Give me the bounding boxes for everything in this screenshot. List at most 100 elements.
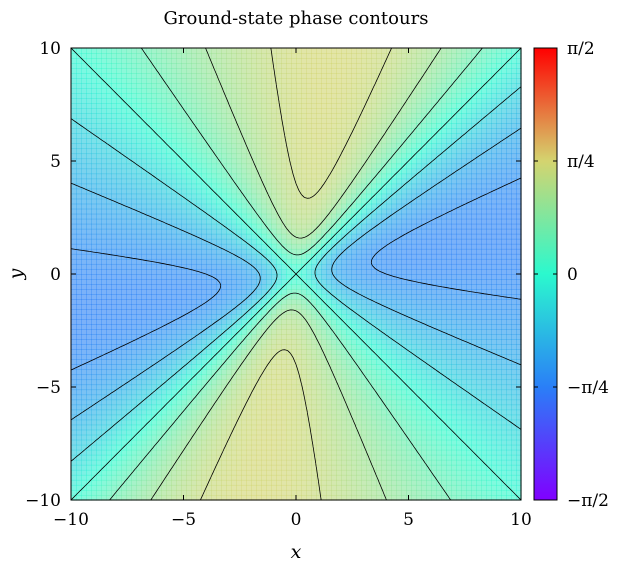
- heatmap-cell: [181, 228, 187, 235]
- heatmap-cell: [116, 263, 122, 270]
- heatmap-cell: [76, 374, 82, 381]
- heatmap-cell: [301, 404, 307, 411]
- heatmap-cell: [226, 399, 232, 406]
- heatmap-cell: [226, 128, 232, 134]
- heatmap-cell: [251, 253, 257, 260]
- heatmap-cell: [126, 163, 132, 170]
- heatmap-cell: [91, 369, 97, 376]
- heatmap-cell: [276, 233, 282, 240]
- heatmap-cell: [276, 103, 282, 109]
- heatmap-cell: [181, 133, 187, 139]
- heatmap-cell: [276, 329, 282, 335]
- heatmap-cell: [81, 128, 87, 134]
- heatmap-cell: [241, 208, 247, 215]
- heatmap-cell: [116, 294, 122, 300]
- heatmap-cell: [166, 68, 172, 74]
- heatmap-cell: [301, 203, 307, 210]
- heatmap-cell: [76, 113, 82, 119]
- heatmap-cell: [241, 369, 247, 376]
- heatmap-cell: [176, 384, 182, 391]
- heatmap-cell: [231, 349, 237, 355]
- heatmap-cell: [76, 238, 82, 245]
- heatmap-cell: [121, 344, 127, 350]
- heatmap-cell: [286, 319, 292, 325]
- heatmap-cell: [71, 208, 77, 215]
- heatmap-cell: [161, 178, 167, 185]
- heatmap-cell: [286, 294, 292, 300]
- heatmap-cell: [211, 233, 217, 240]
- heatmap-cell: [116, 108, 122, 114]
- heatmap-cell: [291, 444, 297, 451]
- heatmap-cell: [236, 218, 242, 225]
- heatmap-cell: [316, 113, 322, 119]
- heatmap-cell: [311, 389, 317, 396]
- heatmap-cell: [176, 128, 182, 134]
- heatmap-cell: [256, 479, 262, 486]
- heatmap-cell: [331, 454, 337, 461]
- heatmap-cell: [331, 178, 337, 185]
- heatmap-cell: [271, 118, 277, 124]
- heatmap-cell: [346, 208, 352, 215]
- heatmap-cell: [256, 178, 262, 185]
- heatmap-cell: [91, 233, 97, 240]
- heatmap-cell: [311, 464, 317, 471]
- heatmap-cell: [141, 228, 147, 235]
- heatmap-cell: [191, 289, 197, 295]
- heatmap-cell: [211, 339, 217, 345]
- heatmap-cell: [216, 454, 222, 461]
- heatmap-cell: [256, 389, 262, 396]
- heatmap-cell: [126, 83, 132, 89]
- heatmap-cell: [256, 108, 262, 114]
- heatmap-cell: [346, 258, 352, 265]
- heatmap-cell: [336, 324, 342, 330]
- heatmap-cell: [181, 404, 187, 411]
- heatmap-cell: [156, 238, 162, 245]
- heatmap-cell: [301, 133, 307, 139]
- heatmap-cell: [306, 63, 312, 69]
- heatmap-cell: [221, 143, 227, 150]
- heatmap-cell: [186, 53, 192, 59]
- heatmap-cell: [141, 389, 147, 396]
- heatmap-cell: [221, 163, 227, 170]
- heatmap-cell: [276, 289, 282, 295]
- heatmap-cell: [86, 474, 92, 481]
- heatmap-cell: [81, 464, 87, 471]
- heatmap-cell: [126, 138, 132, 145]
- heatmap-cell: [166, 138, 172, 145]
- heatmap-cell: [161, 243, 167, 250]
- heatmap-cell: [281, 394, 287, 401]
- heatmap-cell: [191, 294, 197, 300]
- heatmap-cell: [106, 314, 112, 320]
- heatmap-cell: [236, 48, 242, 54]
- heatmap-cell: [111, 459, 117, 466]
- heatmap-cell: [336, 153, 342, 160]
- heatmap-cell: [131, 173, 137, 180]
- heatmap-cell: [236, 424, 242, 431]
- heatmap-cell: [186, 223, 192, 230]
- heatmap-cell: [191, 319, 197, 325]
- heatmap-cell: [276, 399, 282, 406]
- heatmap-cell: [286, 148, 292, 155]
- heatmap-cell: [316, 329, 322, 335]
- heatmap-cell: [286, 364, 292, 371]
- heatmap-cell: [286, 218, 292, 225]
- heatmap-cell: [311, 489, 317, 496]
- heatmap-cell: [261, 203, 267, 210]
- heatmap-cell: [246, 419, 252, 426]
- heatmap-cell: [156, 399, 162, 406]
- heatmap-cell: [146, 434, 152, 441]
- heatmap-cell: [96, 53, 102, 59]
- heatmap-cell: [341, 484, 347, 491]
- heatmap-cell: [311, 434, 317, 441]
- heatmap-cell: [156, 218, 162, 225]
- heatmap-cell: [276, 484, 282, 491]
- heatmap-cell: [301, 414, 307, 421]
- heatmap-cell: [296, 494, 302, 501]
- heatmap-cell: [141, 479, 147, 486]
- heatmap-cell: [221, 243, 227, 250]
- heatmap-cell: [251, 304, 257, 310]
- heatmap-cell: [291, 218, 297, 225]
- heatmap-cell: [191, 274, 197, 280]
- heatmap-cell: [326, 153, 332, 160]
- heatmap-cell: [181, 238, 187, 245]
